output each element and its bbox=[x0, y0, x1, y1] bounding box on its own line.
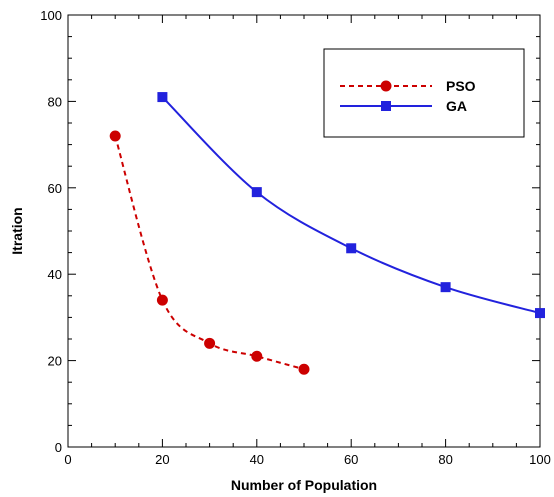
y-axis-title: Itration bbox=[9, 207, 25, 254]
data-point-pso bbox=[156, 294, 168, 306]
legend-entry-pso: PSO bbox=[340, 78, 476, 94]
axes: 0 20 40 60 80 100 0 20 40 60 80 100 bbox=[40, 8, 551, 467]
data-point-ga bbox=[157, 92, 168, 103]
legend-marker-pso bbox=[380, 80, 392, 92]
y-tick-label: 80 bbox=[48, 94, 62, 109]
series-pso bbox=[109, 130, 310, 375]
series-ga bbox=[157, 92, 545, 319]
x-tick-label: 40 bbox=[250, 452, 264, 467]
legend-box bbox=[323, 48, 525, 138]
x-tick-label: 0 bbox=[64, 452, 71, 467]
data-point-ga bbox=[346, 243, 357, 254]
y-tick-label: 40 bbox=[48, 267, 62, 282]
x-tick-label: 60 bbox=[344, 452, 358, 467]
data-point-ga bbox=[440, 282, 451, 293]
legend-entry-ga: GA bbox=[340, 98, 467, 114]
data-point-pso bbox=[109, 130, 121, 142]
data-point-pso bbox=[204, 337, 216, 349]
legend-marker-ga bbox=[381, 101, 391, 111]
x-tick-label: 80 bbox=[438, 452, 452, 467]
series-layer bbox=[109, 92, 545, 375]
x-axis-title: Number of Population bbox=[231, 477, 377, 493]
x-tick-label: 100 bbox=[529, 452, 551, 467]
data-point-pso bbox=[251, 350, 263, 362]
legend: PSO GA bbox=[323, 48, 525, 138]
x-tick-label: 20 bbox=[155, 452, 169, 467]
legend-label-pso: PSO bbox=[446, 78, 476, 94]
legend-label-ga: GA bbox=[446, 98, 467, 114]
data-point-ga bbox=[535, 308, 545, 319]
y-tick-label: 100 bbox=[40, 8, 62, 23]
data-point-ga bbox=[251, 187, 262, 198]
data-point-pso bbox=[298, 363, 310, 375]
y-tick-label: 20 bbox=[48, 354, 62, 369]
series-line-pso bbox=[114, 135, 305, 371]
y-tick-label: 0 bbox=[55, 440, 62, 455]
y-tick-label: 60 bbox=[48, 181, 62, 196]
